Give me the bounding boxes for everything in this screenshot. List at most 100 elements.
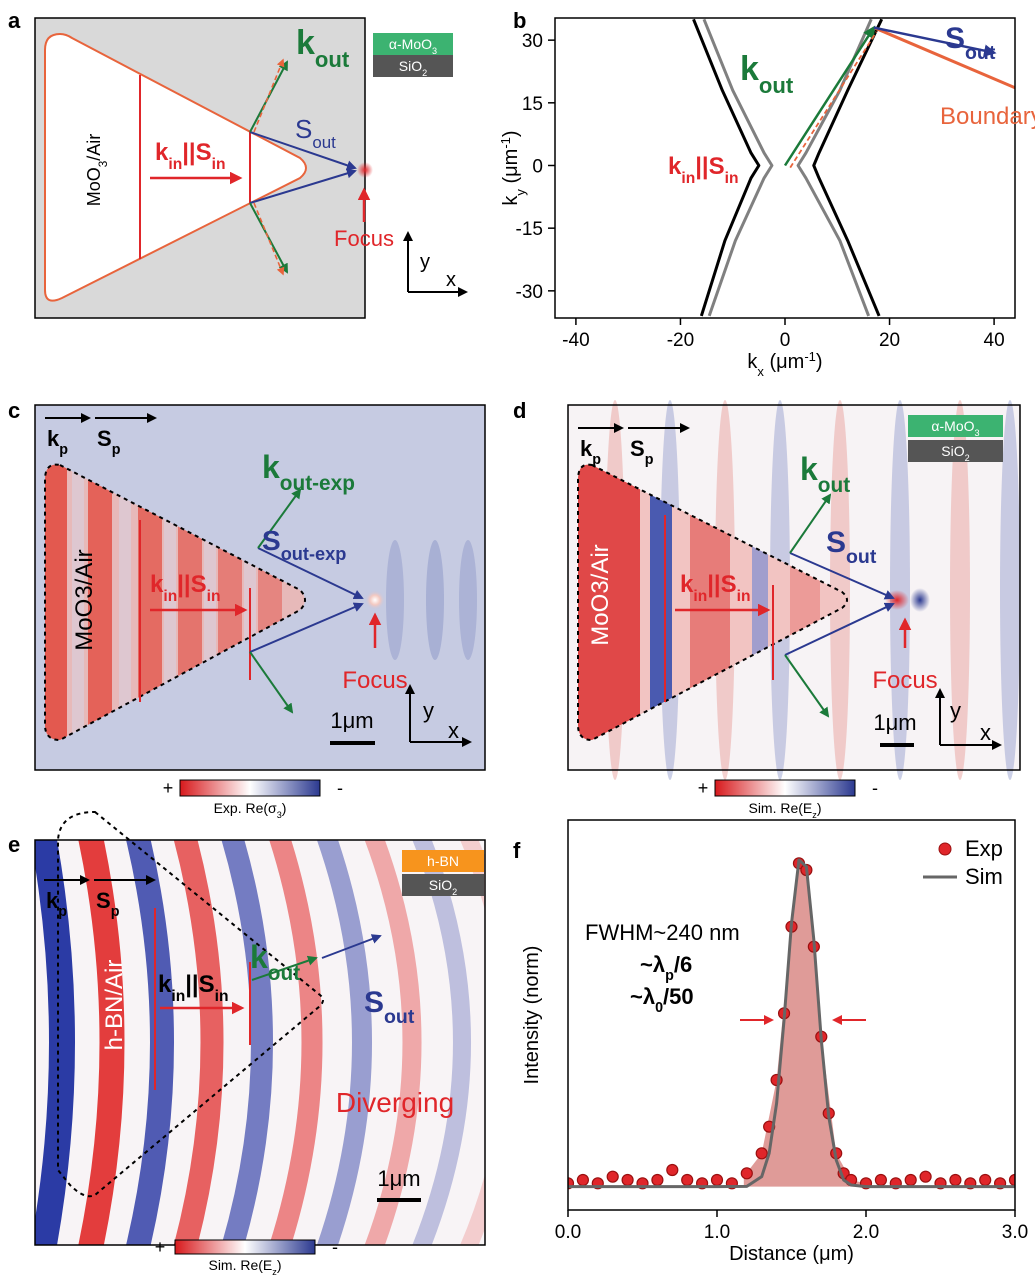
text-part: (μm: [500, 149, 522, 189]
text-part: out: [759, 73, 794, 98]
fwhm-label: FWHM~240 nm: [585, 920, 740, 945]
scale-bar-label: 1μm: [873, 710, 916, 735]
text-part: S: [96, 888, 111, 913]
focus-spot: [365, 590, 385, 610]
text-part: k: [158, 971, 172, 998]
axis-y-label: y: [420, 251, 430, 273]
data-point: [607, 1171, 618, 1182]
text-part: α-MoO: [389, 36, 432, 52]
map-band: [459, 540, 477, 660]
text-part: ): [282, 800, 287, 816]
focus-label: Focus: [872, 667, 937, 694]
data-point: [667, 1165, 678, 1176]
x-axis-label: kx (μm-1): [747, 349, 822, 379]
lambda-0-label: ~λ0/50: [630, 984, 694, 1016]
text-part: out: [384, 1006, 415, 1028]
text-part: in: [171, 988, 185, 1005]
text-part: ~λ: [640, 952, 665, 977]
focus-label: Focus: [342, 667, 407, 694]
text-part: k: [262, 449, 280, 485]
y-tick-label: 15: [522, 94, 543, 115]
panel-letter: f: [513, 838, 521, 863]
text-part: in: [163, 588, 177, 605]
text-part: in: [737, 588, 751, 605]
text-part: 2: [965, 453, 970, 463]
text-part: /50: [663, 984, 694, 1009]
region-label: h-BN/Air: [101, 960, 128, 1051]
text-part: S: [364, 986, 384, 1019]
text-part: in: [168, 156, 182, 173]
diverging-label: Diverging: [336, 1087, 454, 1118]
data-point: [682, 1175, 693, 1186]
text-part: /Air: [84, 134, 104, 161]
text-part: p: [111, 904, 120, 920]
colorbar: [180, 780, 320, 796]
text-part: S: [826, 526, 846, 559]
text-part: k: [150, 571, 164, 598]
colorbar-label: Sim. Re(Ez): [748, 800, 821, 820]
y-tick-label: -15: [516, 219, 543, 240]
text-part: ||S: [177, 571, 206, 598]
x-tick-label: 0.0: [555, 1222, 581, 1243]
text-part: k: [668, 153, 682, 180]
text-part: /6: [674, 952, 692, 977]
colorbar-plus: +: [163, 778, 174, 798]
legend-marker: [939, 843, 951, 855]
plot-area: [563, 858, 1021, 1189]
legend-label: Exp: [965, 836, 1003, 861]
axis-x-label: x: [448, 718, 459, 743]
y-tick-label: 0: [532, 156, 543, 177]
text-part: SiO: [399, 58, 422, 74]
text-part: p: [58, 904, 67, 920]
legend-label: Sim: [965, 864, 1003, 889]
text-part: -1: [804, 349, 816, 364]
text-part: 2: [422, 68, 427, 78]
data-line: [790, 32, 876, 168]
text-part: out: [312, 133, 336, 152]
text-part: (μm: [764, 351, 804, 373]
text-part: p: [645, 452, 654, 468]
text-part: out: [818, 474, 850, 497]
x-tick-label: 1.0: [704, 1222, 730, 1243]
x-tick-label: 3.0: [1002, 1222, 1028, 1243]
y-axis-label: Intensity (norm): [521, 946, 543, 1085]
text-part: out: [268, 962, 300, 985]
text-part: in: [725, 170, 739, 187]
y-tick-label: 30: [522, 31, 543, 52]
data-point: [712, 1175, 723, 1186]
text-part: S: [945, 22, 965, 55]
text-part: 2: [452, 887, 457, 897]
x-tick-label: -40: [562, 330, 589, 351]
colorbar-label: Exp. Re(σ3): [214, 800, 287, 820]
arrow-line: [785, 28, 874, 166]
text-part: ): [500, 130, 522, 137]
text-part: k: [250, 939, 268, 975]
text-part: -1: [498, 137, 513, 149]
colorbar-minus: -: [337, 778, 343, 798]
text-part: out-exp: [280, 472, 355, 495]
shaded-area: [744, 863, 866, 1186]
axis-y-label: y: [950, 698, 961, 723]
x-tick-label: 20: [879, 330, 900, 351]
text-part: ): [277, 1257, 282, 1273]
text-part: k: [296, 24, 315, 62]
focus-label: Focus: [334, 226, 394, 251]
text-part: S: [630, 436, 645, 461]
region-label: MoO3/Air: [587, 544, 614, 645]
scale-bar-label: 1μm: [377, 1166, 420, 1191]
text-part: k: [46, 888, 59, 913]
text-part: out-exp: [281, 544, 347, 564]
x-tick-label: 2.0: [853, 1222, 879, 1243]
lambda-p-label: ~λp/6: [640, 952, 692, 984]
text-part: in: [215, 988, 229, 1005]
x-tick-label: -20: [667, 330, 694, 351]
text-part: 3: [432, 46, 437, 56]
text-part: k: [155, 139, 169, 166]
boundary-label: Boundary: [940, 103, 1035, 130]
data-point: [652, 1175, 663, 1186]
data-point: [905, 1175, 916, 1186]
x-tick-label: 40: [984, 330, 1005, 351]
text-part: k: [580, 436, 593, 461]
colorbar-minus: -: [332, 1237, 338, 1257]
text-part: Exp. Re(σ: [214, 800, 277, 816]
